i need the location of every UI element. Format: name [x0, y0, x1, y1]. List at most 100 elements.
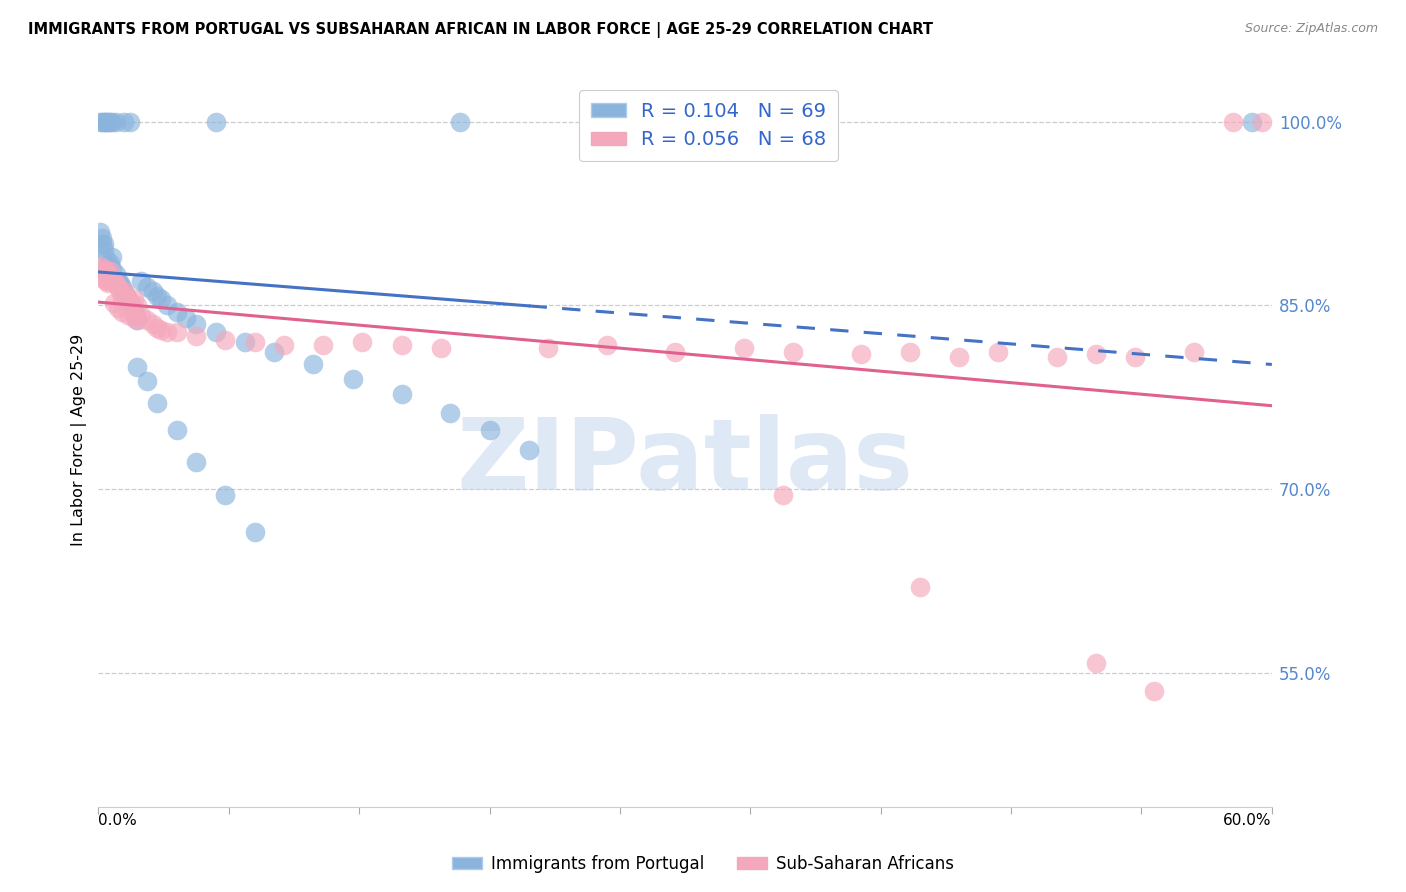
Point — [146, 289, 169, 303]
Point — [96, 252, 118, 266]
Point — [136, 313, 159, 327]
Point — [103, 274, 125, 288]
Point — [104, 277, 127, 291]
Point — [89, 260, 111, 274]
Text: Source: ZipAtlas.com: Source: ZipAtlas.com — [1244, 22, 1378, 36]
Point — [664, 345, 686, 359]
Point — [93, 244, 115, 258]
Point — [1251, 115, 1274, 129]
Point — [91, 264, 114, 278]
Point — [93, 271, 115, 285]
Point — [93, 261, 115, 276]
Point — [89, 115, 111, 129]
Point — [1143, 684, 1166, 698]
Point — [98, 264, 121, 278]
Point — [122, 310, 145, 325]
Point — [1222, 115, 1244, 129]
Point — [1084, 347, 1107, 361]
Point — [733, 341, 755, 355]
Point — [96, 115, 118, 129]
Point — [243, 335, 266, 350]
Point — [98, 115, 121, 129]
Point — [114, 289, 136, 303]
Point — [101, 115, 124, 129]
Point — [103, 296, 125, 310]
Point — [131, 274, 153, 288]
Point — [149, 293, 172, 307]
Point — [1046, 350, 1069, 364]
Point — [146, 396, 169, 410]
Point — [439, 406, 461, 420]
Point — [104, 115, 127, 129]
Point — [97, 115, 120, 129]
Point — [127, 313, 149, 327]
Point — [342, 372, 364, 386]
Point — [118, 296, 141, 310]
Point — [186, 455, 208, 469]
Point — [302, 357, 325, 371]
Point — [124, 308, 146, 322]
Point — [142, 317, 165, 331]
Point — [478, 423, 501, 437]
Point — [263, 345, 285, 359]
Point — [101, 250, 124, 264]
Point — [898, 345, 921, 359]
Point — [93, 115, 115, 129]
Point — [97, 264, 120, 278]
Point — [98, 274, 121, 288]
Point — [136, 375, 159, 389]
Point — [103, 271, 125, 285]
Point — [108, 277, 131, 291]
Point — [91, 231, 114, 245]
Text: IMMIGRANTS FROM PORTUGAL VS SUBSAHARAN AFRICAN IN LABOR FORCE | AGE 25-29 CORREL: IMMIGRANTS FROM PORTUGAL VS SUBSAHARAN A… — [28, 22, 934, 38]
Point — [91, 237, 114, 252]
Point — [166, 423, 188, 437]
Point — [101, 271, 124, 285]
Point — [131, 308, 153, 322]
Point — [146, 320, 169, 334]
Point — [214, 488, 236, 502]
Point — [112, 284, 135, 298]
Point — [166, 326, 188, 340]
Point — [111, 304, 134, 318]
Point — [772, 488, 794, 502]
Point — [96, 115, 118, 129]
Point — [156, 326, 179, 340]
Point — [537, 341, 560, 355]
Point — [204, 326, 226, 340]
Point — [117, 293, 139, 307]
Point — [142, 284, 165, 298]
Point — [122, 293, 145, 307]
Point — [127, 359, 149, 374]
Point — [121, 298, 143, 312]
Point — [96, 274, 118, 288]
Point — [391, 337, 413, 351]
Point — [127, 298, 149, 312]
Point — [948, 350, 970, 364]
Point — [112, 115, 135, 129]
Point — [166, 304, 188, 318]
Point — [449, 115, 471, 129]
Point — [233, 335, 256, 350]
Point — [111, 289, 134, 303]
Point — [89, 225, 111, 239]
Point — [517, 442, 540, 457]
Point — [107, 280, 129, 294]
Point — [121, 301, 143, 315]
Point — [127, 313, 149, 327]
Point — [149, 323, 172, 337]
Point — [1182, 345, 1205, 359]
Point — [93, 237, 115, 252]
Point — [98, 267, 121, 281]
Text: 0.0%: 0.0% — [98, 814, 138, 829]
Point — [96, 264, 118, 278]
Legend: R = 0.104   N = 69, R = 0.056   N = 68: R = 0.104 N = 69, R = 0.056 N = 68 — [579, 90, 838, 161]
Point — [117, 308, 139, 322]
Point — [97, 260, 120, 274]
Point — [429, 341, 451, 355]
Point — [107, 301, 129, 315]
Point — [114, 289, 136, 303]
Point — [108, 284, 131, 298]
Point — [107, 274, 129, 288]
Point — [214, 333, 236, 347]
